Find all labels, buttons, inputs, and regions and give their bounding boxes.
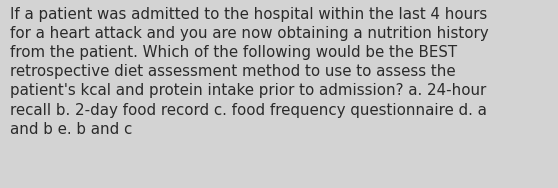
Text: If a patient was admitted to the hospital within the last 4 hours
for a heart at: If a patient was admitted to the hospita…: [10, 7, 489, 137]
